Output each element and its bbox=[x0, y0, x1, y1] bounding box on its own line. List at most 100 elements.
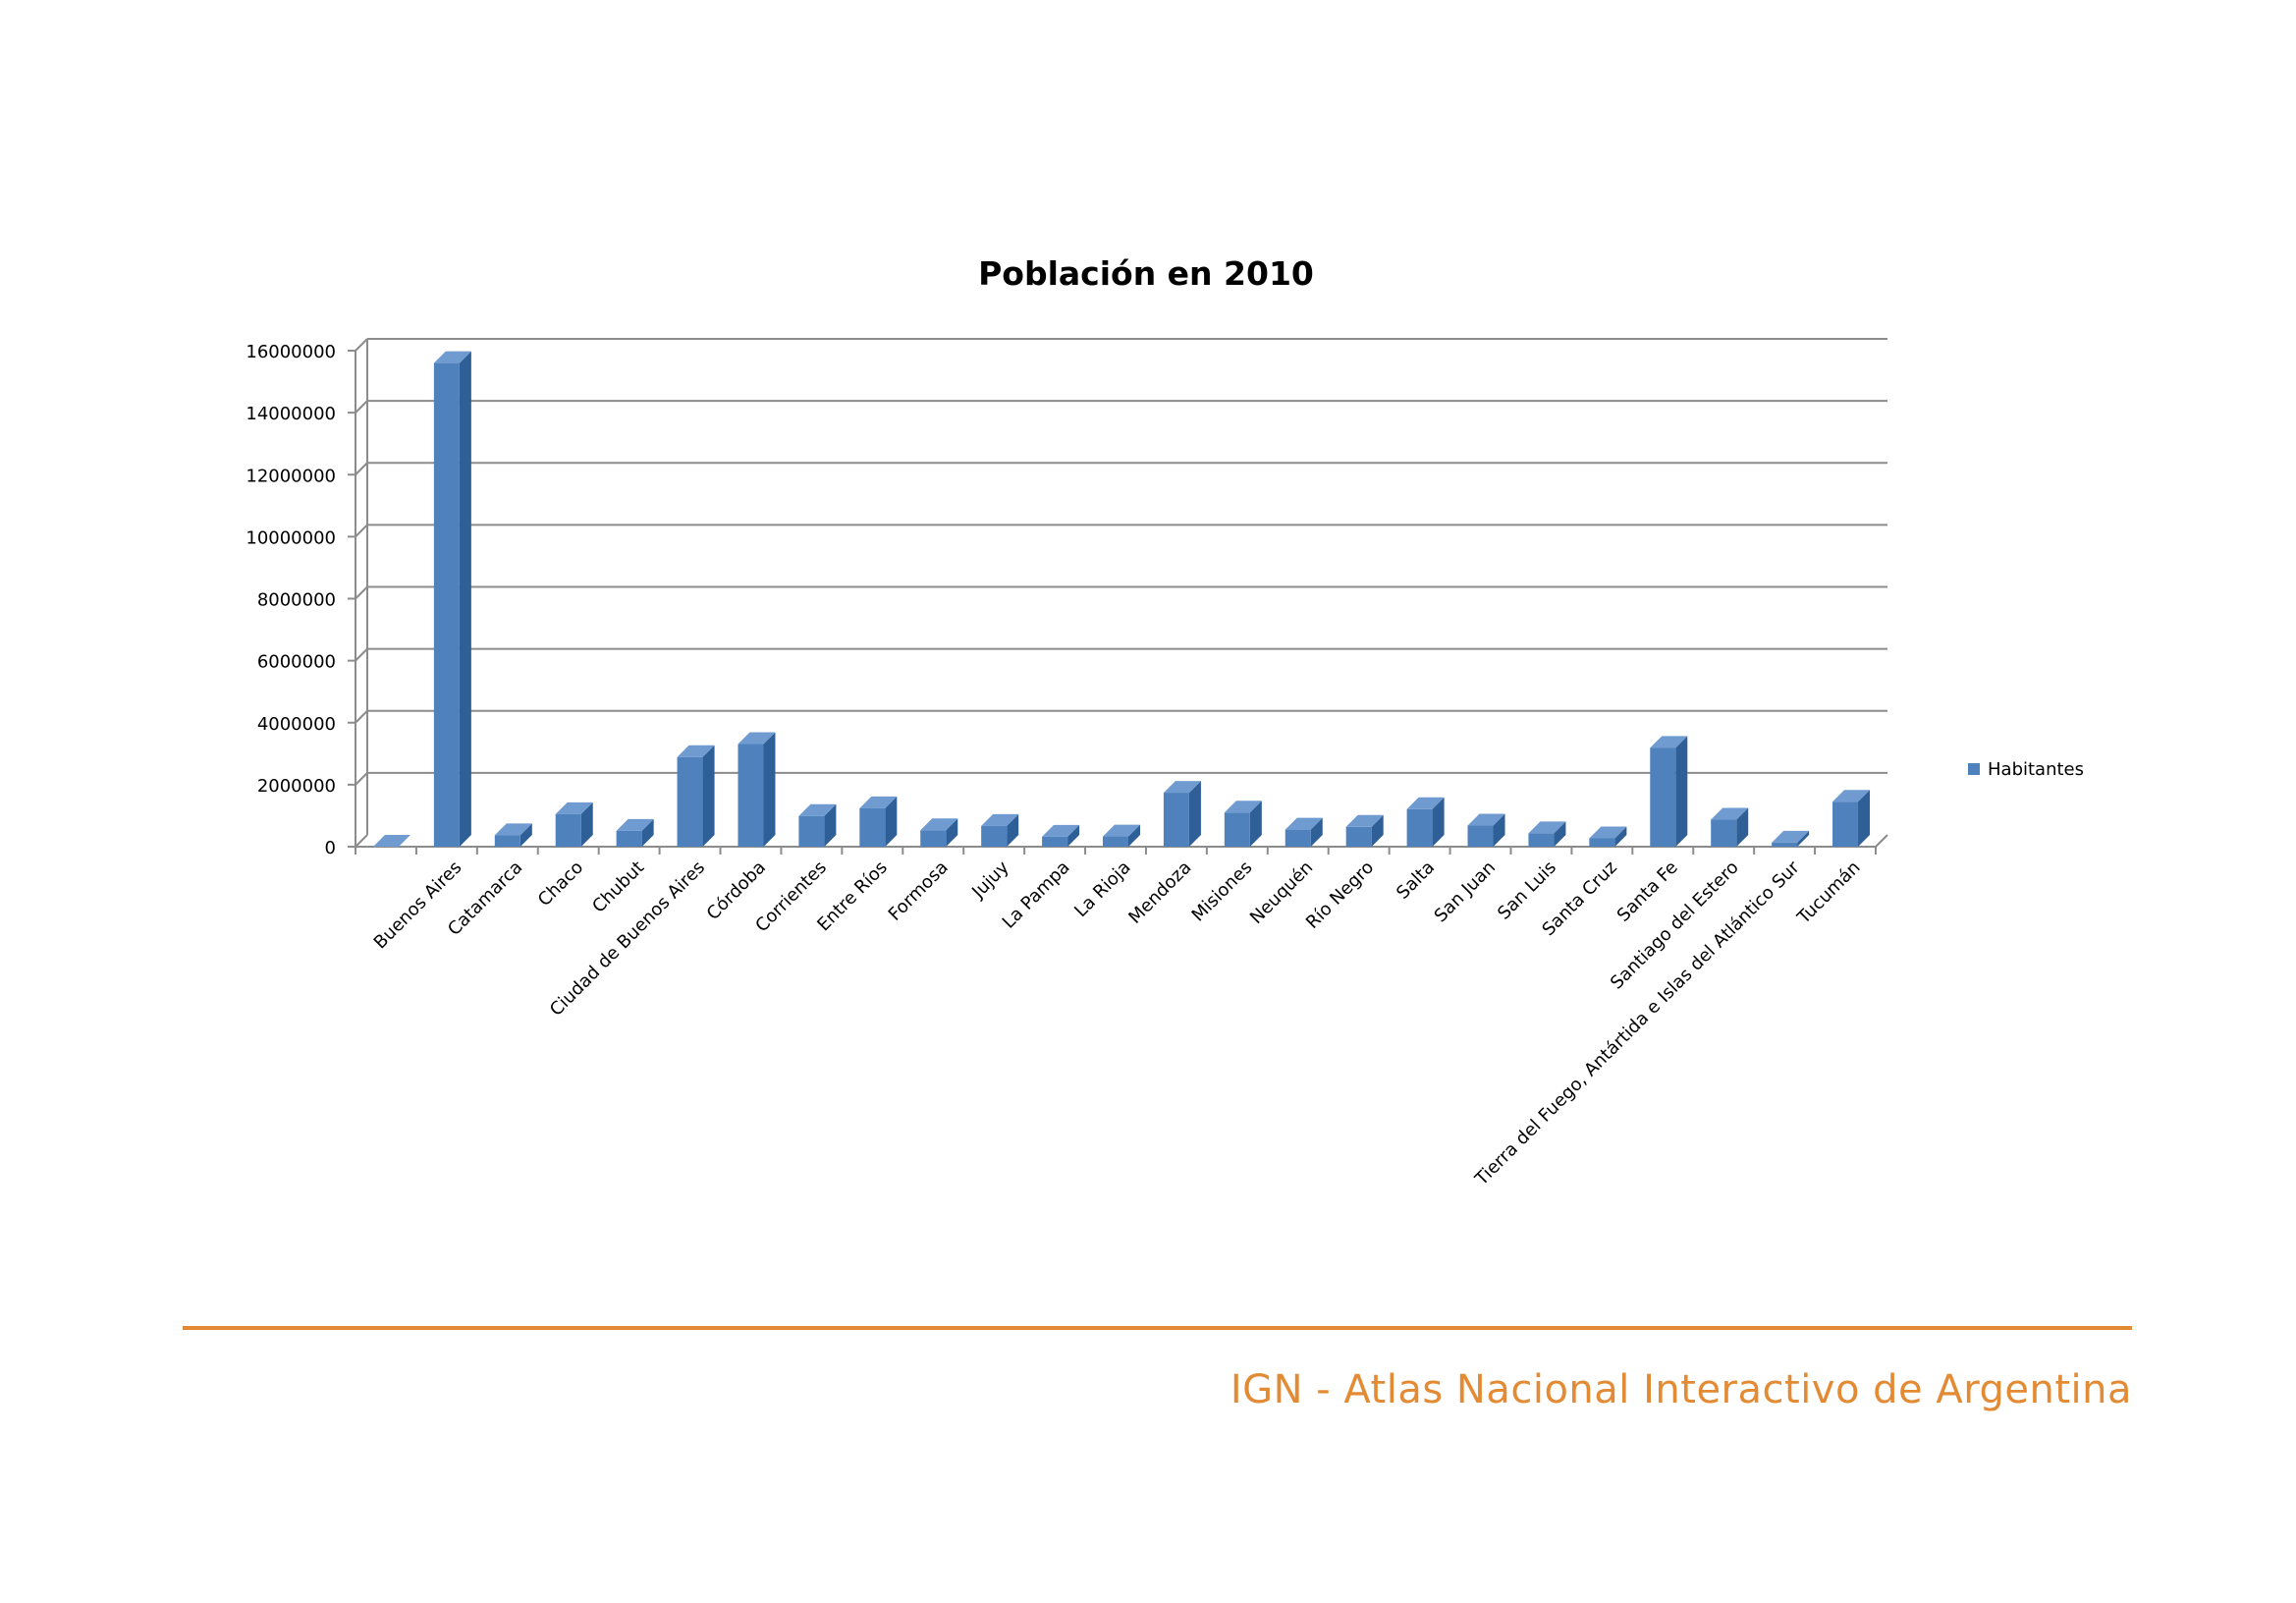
bar-top bbox=[1163, 781, 1201, 794]
bar-top bbox=[1772, 830, 1810, 843]
legend: Habitantes bbox=[1968, 759, 2084, 780]
bar bbox=[1285, 817, 1323, 847]
bar-top bbox=[1285, 817, 1323, 830]
y-tick-label: 16000000 bbox=[246, 342, 336, 362]
bar bbox=[798, 803, 837, 847]
footer-title: IGN - Atlas Nacional Interactivo de Arge… bbox=[1230, 1367, 2132, 1412]
bar-top bbox=[1589, 826, 1627, 839]
bar bbox=[1163, 781, 1201, 847]
bar bbox=[1467, 813, 1505, 847]
bar-side bbox=[1249, 801, 1262, 847]
bar-side bbox=[1554, 821, 1566, 847]
bar-front bbox=[1467, 825, 1494, 847]
bar bbox=[1224, 801, 1262, 847]
bar-top bbox=[1042, 824, 1080, 837]
bar bbox=[433, 351, 471, 847]
bar-front bbox=[1345, 826, 1372, 847]
bar-side bbox=[1675, 736, 1688, 847]
bar-top bbox=[555, 802, 593, 814]
gridline-diag bbox=[355, 647, 368, 662]
bar-side bbox=[1432, 797, 1445, 847]
gridline-diag bbox=[355, 462, 368, 475]
bar-side bbox=[459, 351, 471, 847]
bar-front bbox=[677, 756, 703, 847]
y-tick-label: 6000000 bbox=[257, 652, 336, 673]
bar-side bbox=[885, 796, 898, 847]
bar bbox=[1042, 824, 1080, 847]
bar-front bbox=[859, 807, 886, 847]
bar-front bbox=[494, 835, 520, 847]
bar-front bbox=[1832, 802, 1859, 847]
bar-top bbox=[1102, 824, 1141, 837]
bar-front bbox=[616, 830, 642, 847]
bar-side bbox=[1128, 824, 1141, 847]
bar-side bbox=[1614, 826, 1627, 847]
y-tick-label: 4000000 bbox=[257, 714, 336, 735]
bar-side bbox=[824, 803, 837, 847]
bar-side bbox=[1797, 830, 1810, 847]
bar-top bbox=[1711, 807, 1749, 820]
bar-front bbox=[1406, 808, 1433, 847]
bar bbox=[616, 818, 654, 847]
bar bbox=[555, 802, 593, 847]
bar-front bbox=[1102, 836, 1129, 847]
x-tick-label: Chubut bbox=[588, 857, 648, 917]
bar bbox=[1102, 824, 1141, 847]
bar-top bbox=[1345, 814, 1384, 827]
gridlines bbox=[355, 338, 1887, 786]
gridline-diag bbox=[355, 772, 368, 786]
bar bbox=[1650, 736, 1688, 847]
bar-side bbox=[519, 823, 532, 847]
bar-top bbox=[372, 835, 410, 847]
bar-side bbox=[1007, 813, 1019, 847]
bar bbox=[677, 745, 715, 847]
bar-side bbox=[641, 818, 654, 847]
bar-top bbox=[859, 796, 898, 808]
bar-top bbox=[738, 732, 776, 745]
bar bbox=[1772, 830, 1810, 847]
bar-side bbox=[1188, 781, 1201, 847]
bar-front bbox=[1650, 747, 1676, 847]
bar-top bbox=[677, 745, 715, 757]
gridline-diag bbox=[355, 710, 368, 724]
legend-label: Habitantes bbox=[1988, 759, 2084, 780]
x-tick-label: San Juan bbox=[1431, 857, 1501, 927]
bar-front bbox=[1711, 819, 1737, 847]
x-tick-label: Formosa bbox=[885, 857, 953, 925]
bar-side bbox=[1067, 824, 1080, 847]
x-tick-label: Tucumán bbox=[1793, 857, 1865, 929]
y-axis: 0 2000000 4000000 6000000 8000000 10000000 120… bbox=[246, 342, 355, 858]
y-tick-label: 8000000 bbox=[257, 590, 336, 611]
chart-title: Población en 2010 bbox=[978, 254, 1314, 293]
bar-front bbox=[1772, 842, 1798, 847]
bar-top bbox=[1528, 821, 1566, 834]
bar-side bbox=[580, 802, 593, 847]
bar-front bbox=[798, 815, 825, 847]
bar-top bbox=[433, 351, 471, 363]
floor-left-edge bbox=[355, 834, 368, 848]
bar-front bbox=[1528, 833, 1555, 847]
bar-front bbox=[1589, 838, 1615, 847]
bar-top bbox=[494, 823, 532, 836]
footer-divider bbox=[183, 1326, 2132, 1330]
bar-side bbox=[763, 732, 776, 847]
bar-front bbox=[1042, 836, 1068, 847]
bar-front bbox=[1285, 829, 1311, 847]
bar-top bbox=[981, 813, 1019, 826]
bar-side bbox=[1310, 817, 1323, 847]
bar-top bbox=[798, 803, 837, 816]
bar-top bbox=[616, 818, 654, 831]
bar bbox=[1589, 826, 1627, 847]
bar bbox=[1345, 814, 1384, 847]
bar-top bbox=[1650, 736, 1688, 748]
bar-front bbox=[920, 830, 947, 847]
bar-front bbox=[1163, 793, 1189, 847]
bar bbox=[372, 835, 410, 847]
y-tick-label: 14000000 bbox=[246, 404, 336, 424]
bars bbox=[372, 351, 1871, 847]
y-tick-label: 2000000 bbox=[257, 776, 336, 797]
bar bbox=[981, 813, 1019, 847]
x-tick-label: Mendoza bbox=[1124, 857, 1195, 928]
bar-front bbox=[433, 362, 460, 847]
